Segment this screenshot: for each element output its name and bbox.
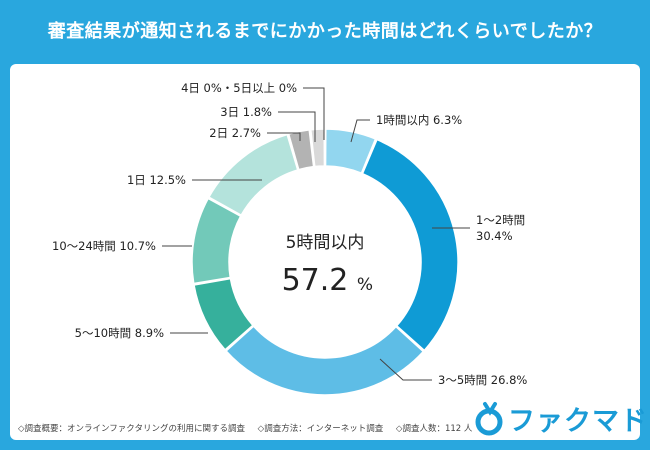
slice-2: [225, 325, 425, 396]
center-label: 5時間以内: [286, 233, 365, 253]
survey-method: ◇調査方法：インターネット調査: [257, 424, 384, 434]
chart-title: 審査結果が通知されるまでにかかった時間はどれくらいでしたか？: [47, 21, 603, 42]
slice-1: [361, 138, 459, 352]
label-5-10h: 5〜10時間 8.9%: [75, 326, 164, 340]
brand-logo: ファクマド: [474, 398, 648, 438]
label-1-2h-name: 1〜2時間: [476, 213, 525, 227]
leader-line-1h: [350, 119, 370, 143]
leader-line-3d: [278, 111, 316, 142]
slice-6: [287, 129, 315, 171]
survey-footer: ◇調査概要：オンラインファクタリングの利用に関する調査 ◇調査方法：インターネッ…: [18, 422, 482, 434]
label-3d: 3日 1.8%: [220, 105, 272, 119]
label-2d: 2日 2.7%: [209, 126, 261, 140]
survey-respondents: ◇調査人数：112 人: [395, 424, 473, 434]
slice-5: [207, 133, 299, 217]
label-4d-5d: 4日 0%・5日以上 0%: [181, 81, 297, 95]
center-value: 57.2: [282, 263, 349, 298]
survey-overview: ◇調査概要：オンラインファクタリングの利用に関する調査: [18, 424, 245, 434]
label-1d: 1日 12.5%: [127, 173, 186, 187]
leader-line-3-5h: [379, 358, 432, 381]
brand-mark-icon: [475, 402, 503, 436]
center-unit: %: [357, 275, 373, 295]
slice-3: [193, 277, 254, 351]
leader-line-4-5d: [303, 87, 325, 140]
label-1-2h-value: 30.4%: [476, 229, 513, 243]
label-1h: 1時間以内 6.3%: [376, 113, 462, 127]
brand-name: ファクマド: [508, 405, 648, 437]
leader-line-2d: [267, 132, 301, 141]
slice-0: [324, 128, 377, 175]
label-3-5h: 3〜5時間 26.8%: [438, 373, 527, 387]
slice-4: [191, 197, 242, 285]
label-10-24h: 10〜24時間 10.7%: [52, 239, 156, 253]
